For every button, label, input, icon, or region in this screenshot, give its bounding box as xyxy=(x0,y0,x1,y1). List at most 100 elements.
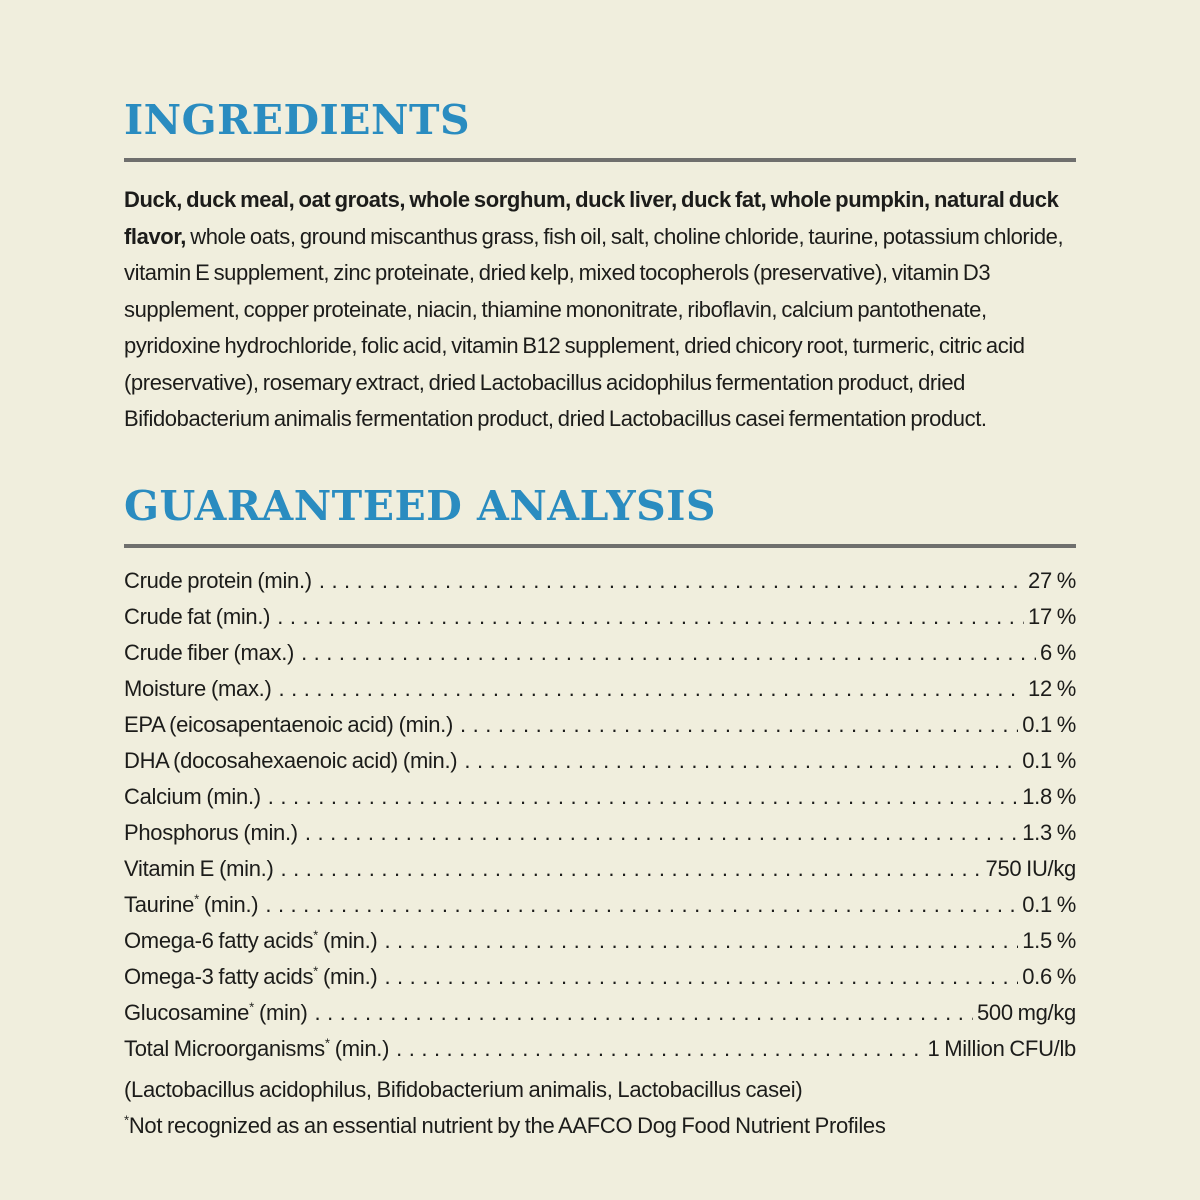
analysis-row-sup: * xyxy=(324,1035,330,1051)
analysis-row-dots: ........................................… xyxy=(304,819,1018,845)
analysis-row-label: DHA (docosahexaenoic acid) (min.) xyxy=(124,747,458,774)
analysis-row-label: Phosphorus (min.) xyxy=(124,820,298,846)
analysis-row-value: 27 % xyxy=(1028,567,1076,593)
analysis-row-value: 500 mg/kg xyxy=(976,999,1076,1025)
analysis-row-name: Vitamin E xyxy=(124,855,215,881)
footnote-aafco: *Not recognized as an essential nutrient… xyxy=(124,1108,1076,1144)
analysis-row-dots: ........................................… xyxy=(318,567,1025,593)
analysis-row-name: Total Microorganisms xyxy=(124,1035,325,1061)
analysis-row-name: Taurine xyxy=(124,891,195,917)
analysis-row-label: Crude fiber (max.) xyxy=(124,640,294,666)
analysis-row-label: Moisture (max.) xyxy=(124,676,272,702)
analysis-row-dots: ........................................… xyxy=(459,711,1018,737)
analysis-row-sup: * xyxy=(249,999,254,1015)
analysis-row-dots: ........................................… xyxy=(301,639,1036,665)
analysis-row-label: Taurine* (min.) xyxy=(124,891,259,918)
analysis-row: EPA (eicosapentaenoic acid) (min.) ......… xyxy=(124,712,1076,748)
analysis-row-value: 0.1 % xyxy=(1022,891,1076,917)
analysis-row-dots: ........................................… xyxy=(280,855,981,881)
ingredients-divider xyxy=(124,158,1076,162)
analysis-row-sup: * xyxy=(194,891,199,907)
analysis-row-name: Omega-3 fatty acids xyxy=(124,963,314,989)
analysis-row-dots: ........................................… xyxy=(277,603,1024,629)
analysis-row-qualifier: (min.) xyxy=(334,1035,390,1061)
analysis-row-value: 0.1 % xyxy=(1022,711,1076,737)
analysis-row: Crude protein (min.) ....................… xyxy=(124,568,1076,604)
analysis-row-value: 1.5 % xyxy=(1022,927,1076,953)
analysis-row-qualifier: (min.) xyxy=(243,819,298,845)
analysis-row: Phosphorus (min.) .......................… xyxy=(124,820,1076,856)
analysis-row-label: Omega-6 fatty acids* (min.) xyxy=(124,927,378,954)
analysis-row: Crude fiber (max.) ......................… xyxy=(124,640,1076,676)
analysis-row-label: EPA (eicosapentaenoic acid) (min.) xyxy=(124,712,453,738)
analysis-row-qualifier: (max.) xyxy=(210,675,272,701)
analysis-row-value: 12 % xyxy=(1028,675,1076,701)
analysis-row-qualifier: (min.) xyxy=(323,927,378,953)
analysis-row-qualifier: (min.) xyxy=(206,783,261,809)
analysis-row-name: Omega-6 fatty acids xyxy=(124,927,314,953)
analysis-row-dots: ........................................… xyxy=(384,927,1019,953)
analysis-row: Glucosamine* (min) ......................… xyxy=(124,1000,1076,1036)
analysis-row-sup: * xyxy=(313,963,319,979)
analysis-row-sup: * xyxy=(313,927,319,943)
analysis-row-qualifier: (min.) xyxy=(257,567,312,593)
footnote-organisms: (Lactobacillus acidophilus, Bifidobacter… xyxy=(124,1076,803,1102)
analysis-row-name: Moisture xyxy=(124,675,206,701)
analysis-row-name: Phosphorus xyxy=(124,819,239,845)
analysis-row: Omega-3 fatty acids* (min.) .............… xyxy=(124,964,1076,1000)
analysis-row-dots: ........................................… xyxy=(265,891,1018,917)
analysis-row-value: 750 IU/kg xyxy=(985,855,1077,881)
analysis-row-qualifier: (min.) xyxy=(215,603,271,629)
analysis-table: Crude protein (min.) ....................… xyxy=(124,568,1076,1072)
analysis-row-name: Crude fiber xyxy=(124,639,229,665)
analysis-row-label: Total Microorganisms* (min.) xyxy=(124,1036,389,1062)
analysis-row-dots: ........................................… xyxy=(384,963,1019,989)
analysis-row-name: Crude fat xyxy=(124,603,211,629)
analysis-row-label: Crude protein (min.) xyxy=(124,568,312,594)
analysis-row: Moisture (max.) .........................… xyxy=(124,676,1076,712)
analysis-row-label: Crude fat (min.) xyxy=(124,603,271,630)
analysis-row-qualifier: (min.) xyxy=(402,747,458,773)
analysis-row-value: 0.6 % xyxy=(1022,963,1076,989)
analysis-row-value: 1.8 % xyxy=(1022,783,1076,809)
analysis-row-dots: ........................................… xyxy=(278,675,1025,701)
analysis-row-name: Crude protein xyxy=(124,567,253,593)
analysis-row-name: Glucosamine xyxy=(124,999,250,1025)
analysis-row-qualifier: (min.) xyxy=(398,711,454,737)
guaranteed-analysis-divider xyxy=(124,543,1076,548)
analysis-row-qualifier: (max.) xyxy=(233,639,295,665)
analysis-row: Taurine* (min.) .........................… xyxy=(124,892,1076,928)
analysis-row-label: Omega-3 fatty acids* (min.) xyxy=(124,963,378,990)
analysis-row: DHA (docosahexaenoic acid) (min.) .......… xyxy=(124,748,1076,784)
analysis-row-value: 0.1 % xyxy=(1022,747,1076,773)
analysis-row: Crude fat (min.) ........................… xyxy=(124,604,1076,640)
analysis-row: Vitamin E (min.) ........................… xyxy=(124,856,1076,892)
analysis-row-label: Glucosamine* (min) xyxy=(124,1000,308,1026)
analysis-row-label: Vitamin E (min.) xyxy=(124,855,274,882)
footnote-asterisk: * xyxy=(124,1112,129,1128)
analysis-row-name: Calcium xyxy=(124,783,202,809)
analysis-row: Calcium (min.) ..........................… xyxy=(124,784,1076,820)
analysis-row-dots: ........................................… xyxy=(396,1035,923,1061)
analysis-row: Total Microorganisms* (min.) ............… xyxy=(124,1036,1076,1072)
guaranteed-analysis-title: GUARANTEED ANALYSIS xyxy=(124,481,716,530)
analysis-row-value: 1.3 % xyxy=(1022,819,1076,845)
analysis-row-dots: ........................................… xyxy=(464,747,1019,773)
analysis-row-label: Calcium (min.) xyxy=(124,784,261,810)
analysis-row-value: 1 Million CFU/lb xyxy=(927,1035,1077,1061)
analysis-row-qualifier: (min.) xyxy=(219,855,274,881)
analysis-row: Omega-6 fatty acids* (min.) .............… xyxy=(124,928,1076,964)
analysis-row-dots: ........................................… xyxy=(267,783,1018,809)
ingredients-rest-text: whole oats, ground miscanthus grass, fis… xyxy=(124,223,1064,432)
analysis-row-qualifier: (min.) xyxy=(323,963,378,989)
ingredients-title: INGREDIENTS xyxy=(124,96,471,144)
ingredients-lead-text: Duck, duck meal, oat groats, whole sorgh… xyxy=(124,187,1059,249)
analysis-row-name: EPA (eicosapentaenoic acid) xyxy=(124,711,394,737)
analysis-row-value: 6 % xyxy=(1039,639,1076,665)
analysis-row-value: 17 % xyxy=(1028,603,1076,629)
footnote-aafco-text: Not recognized as an essential nutrient … xyxy=(128,1112,886,1138)
ingredients-paragraph: Duck, duck meal, oat groats, whole sorgh… xyxy=(124,182,1076,438)
analysis-row-name: DHA (docosahexaenoic acid) xyxy=(124,747,398,773)
analysis-row-dots: ........................................… xyxy=(314,999,973,1025)
